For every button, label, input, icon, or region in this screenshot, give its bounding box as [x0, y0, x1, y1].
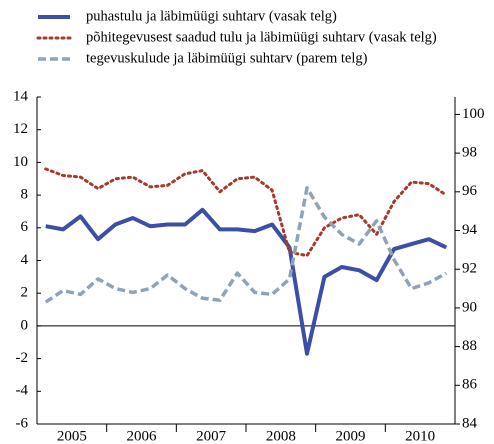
y-tick-label: 2 — [21, 285, 29, 301]
y-tick-label: -2 — [16, 350, 29, 366]
x-tick-label: 2008 — [266, 428, 296, 444]
y2-tick-label: 90 — [462, 299, 477, 315]
y-tick-label: 10 — [13, 154, 28, 170]
legend-label: puhastulu ja läbimüügi suhtarv (vasak te… — [86, 8, 337, 24]
y2-tick-label: 96 — [462, 183, 478, 199]
y2-tick-label: 92 — [462, 261, 477, 277]
x-tick-label: 2007 — [196, 428, 227, 444]
series-line — [45, 207, 448, 356]
x-tick-label: 2006 — [127, 428, 158, 444]
y2-tick-label: 88 — [462, 338, 477, 354]
y2-tick-label: 94 — [462, 222, 478, 238]
y-tick-label: 8 — [21, 187, 29, 203]
legend-label: põhitegevusest saadud tulu ja läbimüügi … — [86, 29, 437, 45]
y-tick-label: 0 — [21, 317, 29, 333]
y-tick-label: -4 — [16, 383, 29, 399]
y-tick-label: 6 — [21, 219, 29, 235]
y2-tick-label: 98 — [462, 145, 477, 161]
y2-tick-label: 100 — [462, 106, 485, 122]
y2-tick-label: 84 — [462, 415, 478, 431]
x-tick-label: 2005 — [57, 428, 87, 444]
x-tick-label: 2009 — [336, 428, 366, 444]
y-tick-label: -6 — [16, 415, 29, 431]
y-tick-label: 12 — [13, 121, 28, 137]
y-tick-label: 14 — [13, 88, 29, 104]
y-tick-label: 4 — [21, 252, 29, 268]
series-line — [44, 186, 448, 304]
y2-tick-label: 86 — [462, 377, 478, 393]
x-tick-label: 2010 — [405, 428, 435, 444]
legend-label: tegevuskulude ja läbimüügi suhtarv (pare… — [86, 50, 368, 66]
